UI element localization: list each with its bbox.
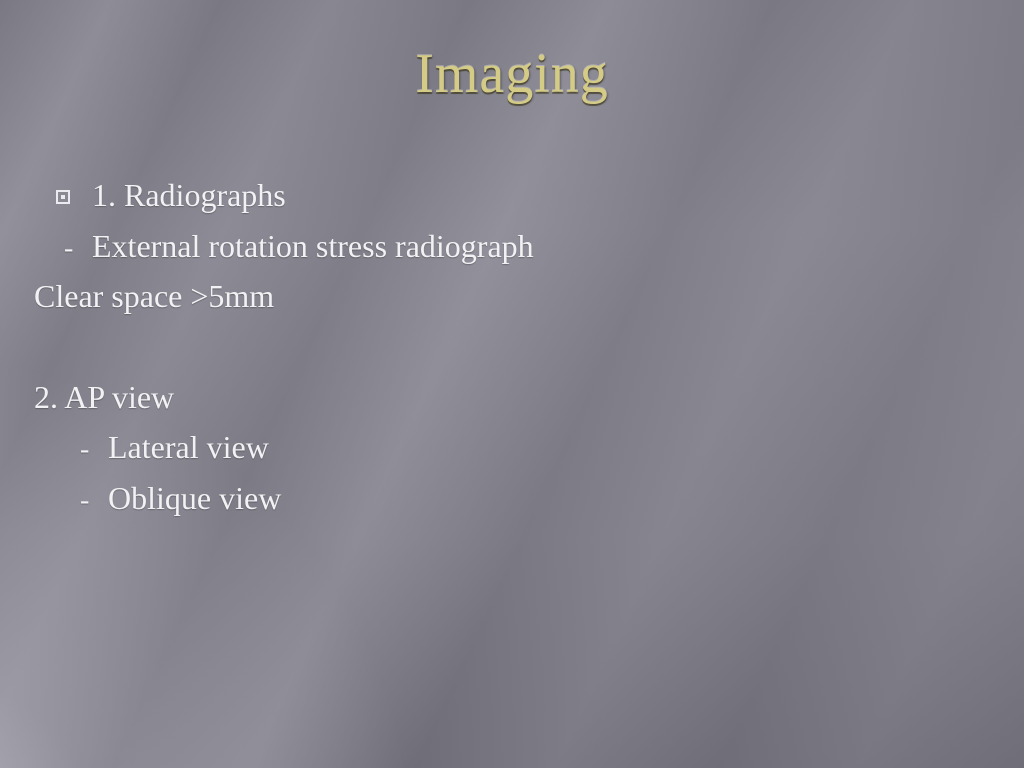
dash-bullet-icon: -	[34, 422, 108, 473]
list-item: Clear space >5mm	[34, 271, 984, 322]
slide-body: 1. Radiographs - External rotation stres…	[34, 170, 984, 523]
list-item: - Lateral view	[34, 422, 984, 473]
list-item: - External rotation stress radiograph	[34, 221, 984, 272]
square-bullet-icon	[34, 170, 92, 221]
body-text: Clear space >5mm	[34, 271, 274, 322]
body-text: External rotation stress radiograph	[92, 221, 534, 272]
slide-title: Imaging	[0, 42, 1024, 106]
body-text: Oblique view	[108, 473, 281, 524]
list-item: 2. AP view	[34, 372, 984, 423]
body-text: 1. Radiographs	[92, 170, 286, 221]
body-text: Lateral view	[108, 422, 269, 473]
dash-bullet-icon: -	[34, 473, 108, 524]
body-text: 2. AP view	[34, 372, 174, 423]
list-item: - Oblique view	[34, 473, 984, 524]
list-item: 1. Radiographs	[34, 170, 984, 221]
blank-line	[34, 322, 984, 372]
slide: Imaging 1. Radiographs - External rotati…	[0, 0, 1024, 768]
dash-bullet-icon: -	[34, 221, 92, 272]
